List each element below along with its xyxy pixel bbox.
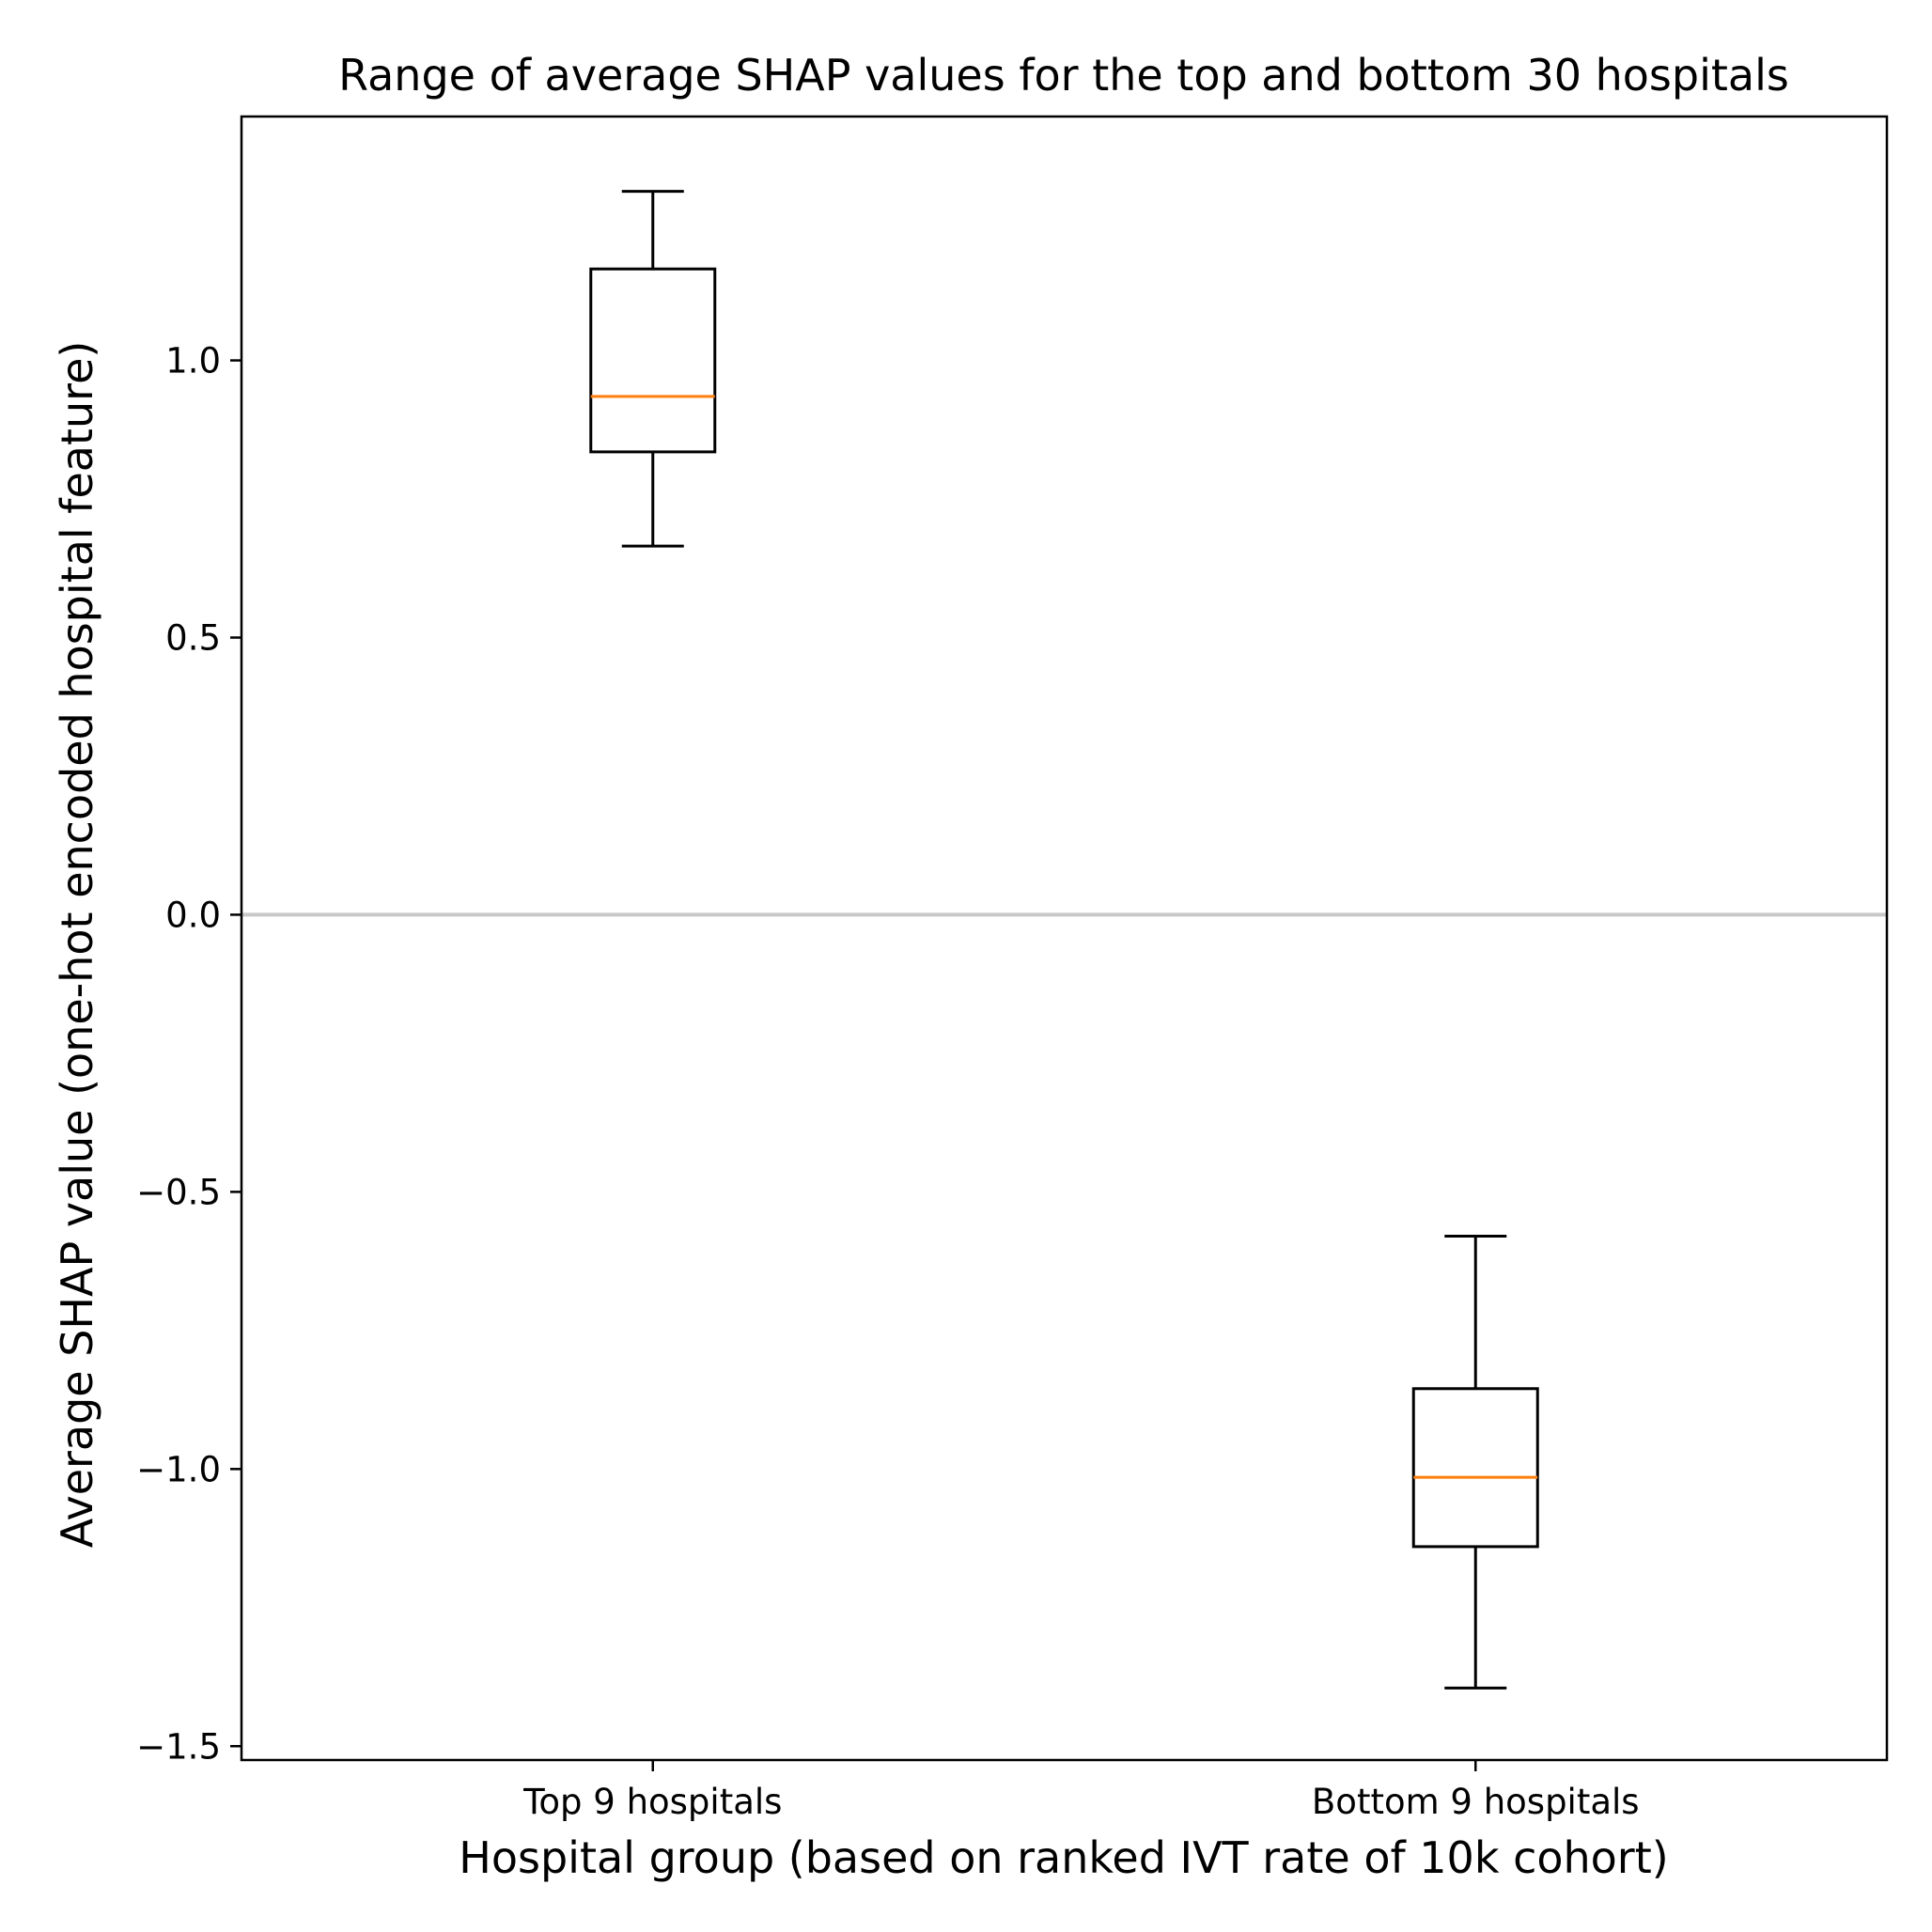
y-tick-label: 1.0 bbox=[165, 341, 221, 382]
y-tick-label: −1.5 bbox=[136, 1726, 221, 1767]
box-body bbox=[1411, 1387, 1539, 1549]
x-tick-label: Bottom 9 hospitals bbox=[1312, 1782, 1640, 1822]
y-tick-label: 0.5 bbox=[165, 617, 221, 658]
box-body bbox=[589, 267, 717, 454]
plot-area: −1.5 −1.0 −0.5 0.0 0.5 1.0 Top 9 hospitals Bott… bbox=[136, 115, 1889, 1822]
chart-title: Range of average SHAP values for the top… bbox=[338, 50, 1789, 101]
y-tick-label: 0.0 bbox=[165, 895, 221, 935]
x-axis-label: Hospital group (based on ranked IVT rate… bbox=[459, 1832, 1668, 1883]
x-tick-label: Top 9 hospitals bbox=[522, 1782, 782, 1822]
y-tick-label: −0.5 bbox=[136, 1172, 221, 1212]
plot-frame bbox=[240, 115, 1889, 1762]
y-axis-label: Average SHAP value (one-hot encoded hosp… bbox=[52, 341, 102, 1549]
y-tick-label: −1.0 bbox=[136, 1449, 221, 1489]
